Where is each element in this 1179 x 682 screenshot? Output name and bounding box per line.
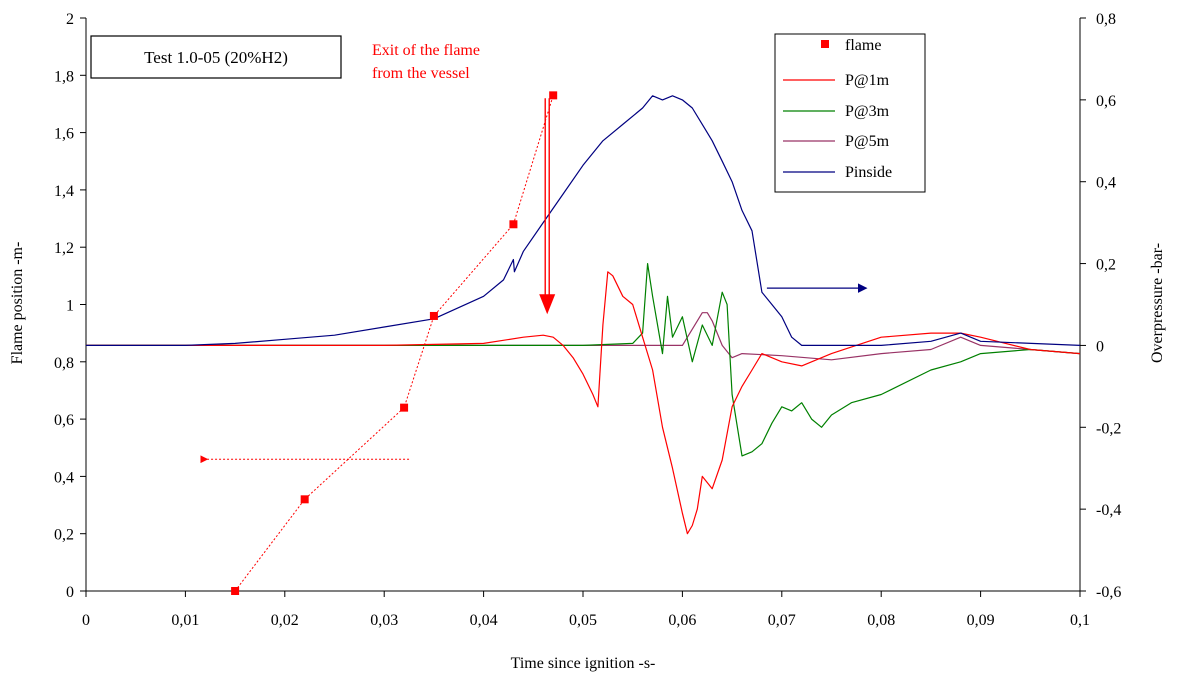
series-layer bbox=[86, 91, 1081, 595]
y-left-axis-title: Flame position -m- bbox=[9, 242, 26, 365]
series-line-p-3m bbox=[86, 263, 1081, 457]
x-tick-label: 0,09 bbox=[967, 612, 995, 629]
test-box bbox=[90, 35, 342, 79]
flame-point bbox=[400, 403, 409, 412]
y-right-tick-label: -0,4 bbox=[1096, 502, 1121, 519]
y-right-tick-label: 0,8 bbox=[1096, 11, 1116, 28]
y-right-tick-label: -0,2 bbox=[1096, 420, 1121, 437]
annotation-line-2: from the vessel bbox=[372, 65, 470, 82]
y-right-axis-title: Overpressure -bar- bbox=[1149, 243, 1166, 363]
legend-label-flame: flame bbox=[845, 37, 881, 54]
y-left-tick-label: 1,4 bbox=[54, 183, 74, 200]
x-tick-label: 0,01 bbox=[171, 612, 199, 629]
legend-box bbox=[774, 33, 926, 193]
y-left-tick-label: 0,6 bbox=[54, 412, 74, 429]
y-left-tick-label: 1,8 bbox=[54, 68, 74, 85]
x-tick-label: 0,02 bbox=[271, 612, 299, 629]
y-left-tick-label: 0 bbox=[66, 584, 74, 601]
x-tick-label: 0,08 bbox=[867, 612, 895, 629]
y-left-tick-label: 2 bbox=[66, 11, 74, 28]
y-right-tick-label: 0,6 bbox=[1096, 93, 1116, 110]
flame-point bbox=[509, 220, 518, 229]
x-tick-label: 0,07 bbox=[768, 612, 796, 629]
y-right-tick-label: -0,6 bbox=[1096, 584, 1121, 601]
legend-label-p5: P@5m bbox=[845, 133, 890, 150]
x-tick-label: 0,06 bbox=[668, 612, 696, 629]
series-line-p-1m bbox=[86, 271, 1081, 535]
flame-point bbox=[231, 587, 240, 595]
series-line-pinside bbox=[86, 95, 1081, 346]
flame-point bbox=[300, 495, 309, 504]
y-left-tick-label: 0,2 bbox=[54, 527, 74, 544]
series-line-p-5m bbox=[86, 312, 1081, 361]
x-axis-title: Time since ignition -s- bbox=[511, 655, 656, 672]
y-left-tick-label: 0,8 bbox=[54, 355, 74, 372]
y-right-tick-label: 0,2 bbox=[1096, 257, 1116, 274]
flame-point bbox=[549, 91, 558, 100]
axes bbox=[85, 18, 1081, 592]
y-left-tick-label: 1,2 bbox=[54, 240, 74, 257]
x-tick-label: 0,05 bbox=[569, 612, 597, 629]
annotation-line-1: Exit of the flame bbox=[372, 42, 480, 59]
ticks-layer: 0 0,01 0,02 0,03 0,04 0,05 0,06 0,07 0,08 0,09 0,1… bbox=[54, 11, 1121, 629]
x-tick-label: 0,1 bbox=[1070, 612, 1090, 629]
flame-connector-line bbox=[234, 95, 554, 592]
legend-marker-flame bbox=[821, 40, 829, 48]
legend-label-p3: P@3m bbox=[845, 103, 890, 120]
y-left-tick-label: 0,4 bbox=[54, 469, 74, 486]
test-box-label: Test 1.0-05 (20%H2) bbox=[144, 48, 288, 67]
y-left-tick-label: 1 bbox=[66, 298, 74, 315]
exit-arrow-head bbox=[539, 294, 556, 315]
legend-label-pinside: Pinside bbox=[845, 164, 892, 181]
x-tick-label: 0,04 bbox=[470, 612, 498, 629]
x-tick-label: 0,03 bbox=[370, 612, 398, 629]
legend-label-p1: P@1m bbox=[845, 72, 890, 89]
y-right-tick-label: 0 bbox=[1096, 338, 1104, 355]
y-right-tick-label: 0,4 bbox=[1096, 175, 1116, 192]
flame-point bbox=[429, 311, 438, 320]
y-left-tick-label: 1,6 bbox=[54, 126, 74, 143]
legend: flame P@1m P@3m P@5m Pinside bbox=[774, 33, 926, 193]
x-tick-label: 0 bbox=[82, 612, 90, 629]
